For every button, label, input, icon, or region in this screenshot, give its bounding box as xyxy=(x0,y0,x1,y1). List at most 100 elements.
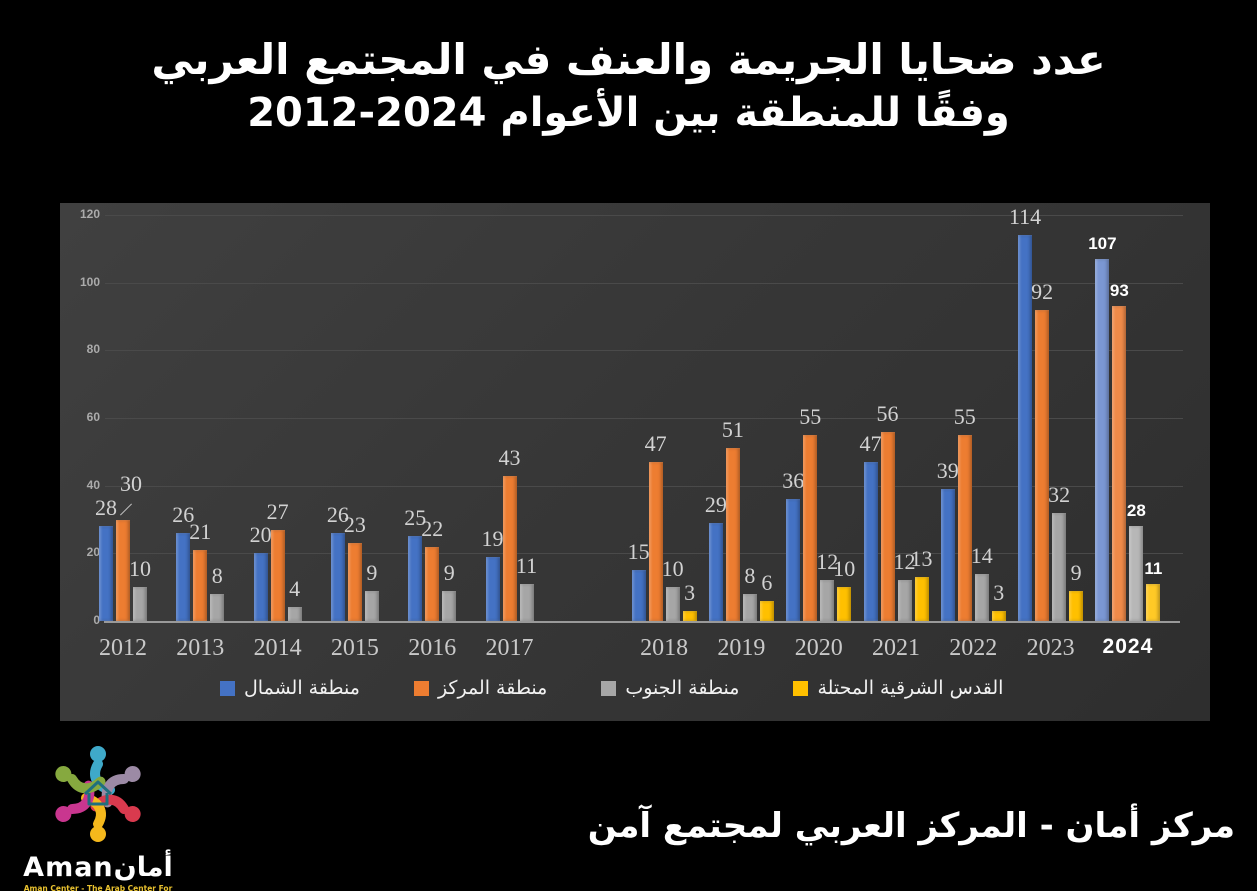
bar-value-2019-s3: 6 xyxy=(761,570,773,595)
house-icon xyxy=(83,780,113,806)
gridline-80 xyxy=(105,350,1183,352)
bar-value-2016-s1: 22 xyxy=(421,516,444,541)
bar-value-2013-s1: 21 xyxy=(189,519,212,544)
x-label-2024: 2024 xyxy=(1102,635,1154,658)
bar-value-2018-s2: 10 xyxy=(661,556,684,581)
bar-value-2014-s0: 20 xyxy=(249,522,272,547)
gridline-40 xyxy=(105,485,1183,487)
bar-value-2014-s1: 27 xyxy=(266,499,289,524)
bar-2024-s2 xyxy=(1129,526,1144,621)
x-label-2012: 2012 xyxy=(99,635,147,661)
chart-panel: 0 20 40 60 80 100 120 28 30 10 26 21 8 20 27 4 26 23 9 25 2… xyxy=(60,203,1210,721)
y-tick-label-20: 20 xyxy=(86,545,100,560)
bar-value-2023-s0: 114 xyxy=(1009,204,1042,229)
bar-2022-s0 xyxy=(940,489,955,621)
bar-2018-s3 xyxy=(682,611,697,621)
legend-swatch-icon xyxy=(793,680,809,696)
bar-value-2020-s1: 55 xyxy=(799,404,822,429)
bar-value-2024-s3: 11 xyxy=(1144,559,1163,578)
y-tick-label-40: 40 xyxy=(86,477,100,492)
bar-value-2012-s1: 30 xyxy=(120,471,142,496)
bar-2020-s0 xyxy=(786,499,801,621)
gridline-100 xyxy=(105,282,1183,284)
x-label-2015: 2015 xyxy=(330,635,379,661)
y-tick-label-60: 60 xyxy=(86,410,100,424)
bar-2022-s2 xyxy=(974,574,989,621)
bar-value-2023-s1: 92 xyxy=(1031,279,1054,304)
bar-2015-s2 xyxy=(364,591,379,621)
bar-value-2015-s1: 23 xyxy=(343,512,366,537)
y-tick-label-120: 120 xyxy=(79,207,100,221)
legend-label: القدس الشرقية المحتلة xyxy=(817,677,1004,699)
bar-value-2018-s3: 3 xyxy=(684,580,696,605)
x-label-2014: 2014 xyxy=(253,635,302,661)
bar-2019-s0 xyxy=(708,523,723,621)
bar-2014-s2 xyxy=(287,607,302,621)
bar-value-2014-s2: 4 xyxy=(289,576,301,601)
bar-2012-s2 xyxy=(133,587,147,621)
logo-brand-text: Amanأمان xyxy=(23,852,173,883)
legend-swatch-icon xyxy=(413,680,429,696)
bar-2017-s2 xyxy=(519,584,534,621)
bar-2023-s3 xyxy=(1069,591,1084,621)
bar-value-2021-s2: 12 xyxy=(893,549,916,574)
y-tick-label-80: 80 xyxy=(86,342,100,357)
bar-value-2022-s3: 3 xyxy=(993,580,1005,605)
bar-2019-s2 xyxy=(742,594,757,621)
bar-value-2015-s0: 26 xyxy=(326,502,349,527)
title-line-1: عدد ضحايا الجريمة والعنف في المجتمع العر… xyxy=(151,35,1106,84)
bar-value-2017-s2: 11 xyxy=(515,553,538,578)
label-leader-line xyxy=(119,503,133,516)
legend-swatch-icon xyxy=(220,680,235,696)
legend-label: منطقة الشمال xyxy=(244,677,360,699)
bar-2012-s0 xyxy=(99,526,113,621)
bar-2016-s2 xyxy=(442,591,457,621)
bar-value-2017-s0: 19 xyxy=(481,526,504,551)
bar-2012-s1 xyxy=(116,520,130,621)
bar-value-2021-s1: 56 xyxy=(876,401,899,426)
bar-2023-s1 xyxy=(1035,310,1050,621)
bar-2019-s3 xyxy=(759,601,774,621)
bar-2016-s1 xyxy=(425,547,440,621)
organization-name: مركز أمان - المركز العربي لمجتمع آمن xyxy=(587,806,1235,846)
legend: منطقة الشمال منطقة المركز منطقة الجنوب القد… xyxy=(220,677,1003,699)
bar-value-2020-s2: 12 xyxy=(816,549,839,574)
bar-value-2020-s0: 36 xyxy=(782,468,805,493)
bar-value-2012-s0: 28 xyxy=(95,495,117,520)
bar-2024-s3 xyxy=(1146,584,1161,621)
bar-2018-s2 xyxy=(665,587,680,621)
bar-2013-s0 xyxy=(176,533,191,621)
x-label-2021: 2021 xyxy=(872,635,920,661)
x-label-2019: 2019 xyxy=(717,635,766,661)
legend-item-2: منطقة الجنوب xyxy=(601,677,739,699)
bar-value-2024-s2: 28 xyxy=(1126,501,1146,520)
bar-value-2024-s0: 107 xyxy=(1088,234,1117,253)
y-tick-label-100: 100 xyxy=(79,274,100,289)
bar-2023-s2 xyxy=(1052,513,1067,621)
legend-label: منطقة الجنوب xyxy=(625,677,740,699)
bar-2021-s3 xyxy=(914,577,929,621)
bar-value-2022-s1: 55 xyxy=(953,404,976,429)
legend-item-1: منطقة المركز xyxy=(413,677,547,699)
x-label-2013: 2013 xyxy=(176,635,225,661)
bar-2017-s1 xyxy=(502,476,517,621)
x-label-2022: 2022 xyxy=(949,635,998,661)
bar-value-2017-s1: 43 xyxy=(498,445,521,470)
bar-2016-s0 xyxy=(408,536,423,621)
bar-2018-s1 xyxy=(648,462,663,621)
bar-2018-s0 xyxy=(631,570,646,621)
bar-2015-s0 xyxy=(330,533,345,621)
bar-2020-s1 xyxy=(803,435,818,621)
bar-value-2012-s2: 10 xyxy=(129,556,151,581)
x-label-2016: 2016 xyxy=(408,635,457,661)
y-tick-label-0: 0 xyxy=(93,613,100,627)
bar-2017-s0 xyxy=(485,557,500,621)
bar-2021-s1 xyxy=(880,432,895,621)
gridline-60 xyxy=(105,418,1183,419)
gridline-120 xyxy=(105,215,1183,216)
gridline-20 xyxy=(105,553,1183,555)
x-label-2017: 2017 xyxy=(485,635,534,661)
bar-value-2015-s2: 9 xyxy=(366,560,378,585)
bar-2024-s1 xyxy=(1112,306,1127,621)
